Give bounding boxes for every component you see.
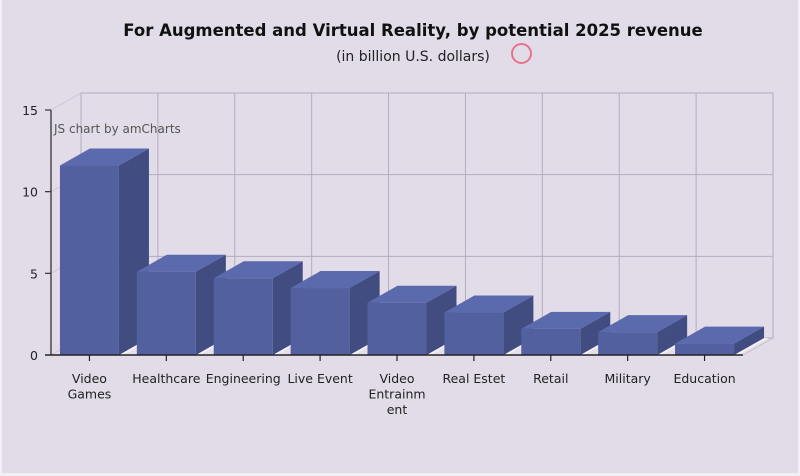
x-tick-label: Real Estet: [442, 371, 505, 386]
bar-retail[interactable]: [521, 311, 615, 355]
bar-real-estet[interactable]: [444, 295, 538, 355]
bars: [59, 148, 769, 355]
cursor-indicator: [511, 43, 532, 64]
y-tick-label: 0: [30, 348, 38, 363]
x-tick-label: Retail: [533, 371, 568, 386]
y-axis-labels: 0 5 10 15: [22, 103, 38, 363]
x-tick-label: Live Event: [287, 371, 352, 386]
x-tick-label: Video Games: [68, 371, 112, 402]
y-tick-label: 5: [30, 266, 38, 281]
y-tick-label: 10: [22, 185, 38, 200]
axes: [45, 109, 774, 361]
bar-video-entrainment[interactable]: [367, 285, 461, 355]
x-tick-label: Healthcare: [132, 371, 200, 386]
x-tick-label: Engineering: [206, 371, 281, 386]
x-tick-label: Military: [605, 371, 652, 386]
x-axis-labels: Video Games Healthcare Engineering Live Even…: [68, 371, 736, 417]
chart-title: For Augmented and Virtual Reality, by po…: [123, 21, 703, 40]
y-tick-label: 15: [22, 103, 38, 118]
chart-subtitle: (in billion U.S. dollars): [336, 49, 490, 65]
x-tick-label: Education: [673, 371, 735, 386]
amcharts-credit-link[interactable]: JS chart by amCharts: [53, 122, 181, 136]
x-tick-label: Video Entrainm ent: [368, 371, 425, 417]
bar-video-games[interactable]: [59, 148, 153, 355]
bar-education[interactable]: [675, 326, 769, 355]
bar-military[interactable]: [598, 315, 692, 355]
